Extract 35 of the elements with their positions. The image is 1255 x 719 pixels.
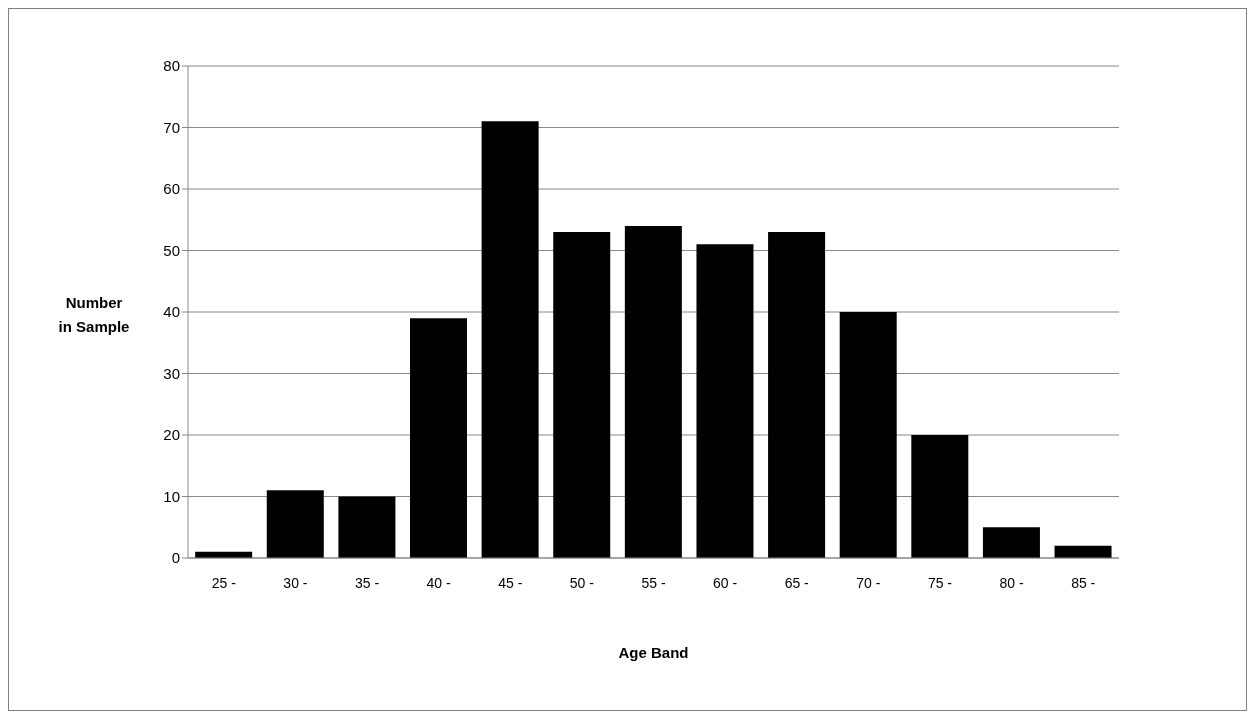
x-tick-label: 25 - (211, 574, 237, 591)
x-tick-label: 65 - (784, 574, 810, 591)
x-tick-label: 45 - (498, 574, 523, 591)
bar (696, 244, 754, 558)
x-tick-label: 80 - (999, 574, 1024, 591)
y-tick-label: 70 (163, 118, 180, 136)
bar (338, 496, 396, 558)
y-tick-label: 30 (163, 364, 180, 382)
x-tick-label: 40 - (426, 574, 452, 591)
y-axis-title: Number in Sample (57, 293, 131, 337)
y-tick-label: 40 (163, 303, 180, 321)
x-tick-label: 50 - (569, 574, 595, 591)
x-tick-label: 60 - (713, 574, 738, 591)
bar (768, 232, 826, 558)
y-tick-label: 20 (163, 426, 180, 444)
y-tick-label: 50 (163, 241, 180, 259)
bar (839, 312, 897, 558)
y-tick-label: 10 (163, 487, 180, 505)
bar (553, 232, 611, 558)
y-tick-label: 80 (163, 57, 180, 75)
x-tick-label: 30 - (283, 574, 308, 591)
y-tick-label: 60 (163, 180, 180, 198)
bar (982, 527, 1040, 558)
y-tick-label: 0 (171, 549, 180, 567)
bar (911, 435, 969, 558)
bar (624, 225, 682, 558)
x-axis-title: Age Band (618, 644, 689, 661)
x-tick-label: 75 - (927, 574, 953, 591)
bar (266, 490, 324, 558)
bar (410, 318, 468, 558)
x-tick-label: 70 - (856, 574, 881, 591)
x-tick-label: 55 - (641, 574, 666, 591)
x-tick-label: 85 - (1071, 574, 1096, 591)
x-tick-label: 35 - (354, 574, 380, 591)
bar (481, 121, 539, 558)
